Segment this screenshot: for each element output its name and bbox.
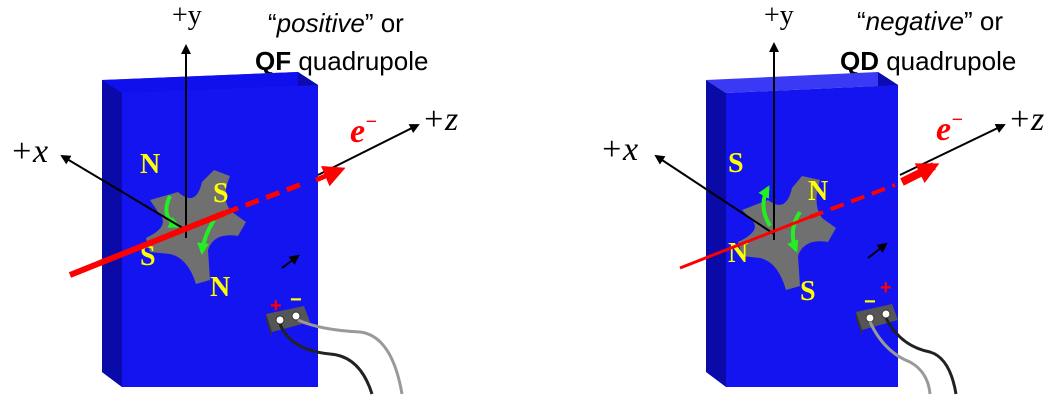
qf-quadrupole-panel: “positive” or QF quadrupole N S S N xyxy=(10,0,458,395)
qf-pole-label-top-left: N xyxy=(140,149,160,180)
qd-x-axis-label: +x xyxy=(600,131,638,168)
plus-icon: + xyxy=(270,295,282,317)
qd-electron-label: e− xyxy=(936,109,963,148)
qf-beam-dashed xyxy=(224,181,303,216)
minus-icon: − xyxy=(290,289,302,311)
arrow-icon xyxy=(867,242,888,259)
qd-wire-light xyxy=(868,321,932,395)
qd-z-axis-label: +z xyxy=(1008,101,1044,138)
qf-electron-label: e− xyxy=(350,111,377,150)
qf-caption-line1: “positive” or xyxy=(268,8,404,38)
qf-pole-label-bottom-right: N xyxy=(210,272,230,303)
qd-z-axis xyxy=(899,123,1006,176)
qf-pole-label-top-right: S xyxy=(213,178,229,209)
qf-z-axis-label: +z xyxy=(422,101,458,138)
minus-icon: − xyxy=(864,291,876,313)
plus-icon: + xyxy=(880,277,892,299)
qd-quadrupole-panel: “negative” or QD quadrupole S N N S xyxy=(600,0,1044,395)
qf-x-axis xyxy=(60,154,187,231)
connector-icon xyxy=(856,304,898,336)
qf-beam-arrow xyxy=(315,166,346,187)
qf-caption-line2: QF quadrupole xyxy=(255,46,428,76)
qd-beam-arrow xyxy=(900,162,940,186)
qd-caption-line1: “negative” or xyxy=(857,6,1003,36)
qd-pole-label-top-left: S xyxy=(728,148,744,179)
qf-wire-light xyxy=(297,318,404,395)
qd-pole-label-bottom-right: S xyxy=(800,276,816,307)
qd-beam-front xyxy=(679,215,811,270)
qd-field-arrow-left xyxy=(758,185,772,228)
connector-icon xyxy=(266,306,310,338)
qf-beam-front xyxy=(68,210,227,278)
qf-y-axis-label: +y xyxy=(172,0,202,31)
qd-x-axis xyxy=(654,154,775,235)
arrow-icon xyxy=(281,254,300,269)
qd-caption-line2: QD quadrupole xyxy=(840,46,1016,76)
qf-field-arrow-right xyxy=(197,218,216,255)
qd-wire-dark xyxy=(884,317,958,395)
qf-pole-label-bottom-left: S xyxy=(140,241,156,272)
qd-pole-label-top-right: N xyxy=(808,176,828,207)
qd-beam-dashed xyxy=(809,183,896,219)
qf-wire-dark xyxy=(278,323,374,395)
qd-y-axis-label: +y xyxy=(764,0,794,31)
qf-x-axis-label: +x xyxy=(10,133,48,170)
qd-field-arrow-right xyxy=(787,210,802,253)
